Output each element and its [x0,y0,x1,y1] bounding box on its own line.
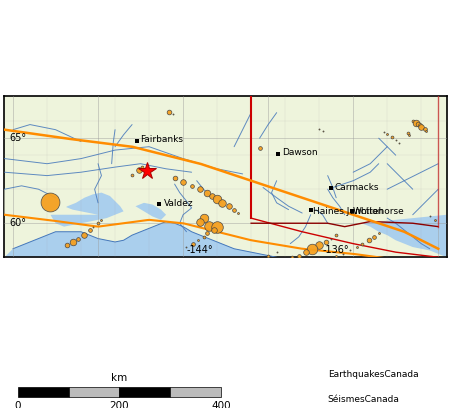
Point [230,206,238,213]
Point [81,232,88,238]
Point [208,193,216,199]
Point [180,179,187,186]
Text: SéismesCanada: SéismesCanada [328,395,400,404]
Point [200,215,207,222]
Point [139,164,146,171]
Point [416,122,423,129]
Point [327,235,335,242]
Point [195,237,202,244]
Point [392,137,399,143]
Point [316,126,323,132]
Point [288,254,295,261]
Text: -144°: -144° [187,245,213,255]
Text: -136°: -136° [323,245,349,255]
Point [128,171,136,178]
Point [406,131,413,138]
Bar [119,387,170,397]
Point [234,210,241,216]
Point [431,217,438,223]
Polygon shape [362,215,447,257]
Point [319,128,326,134]
Point [316,242,323,248]
Bar [69,387,119,397]
Text: Dawson: Dawson [282,148,317,157]
Text: Whitehorse: Whitehorse [352,207,404,216]
Point [69,239,76,245]
Point [423,128,430,135]
Point [89,223,97,230]
Point [188,182,195,189]
Point [256,144,263,151]
Point [197,186,204,193]
Point [409,118,416,124]
Text: 200: 200 [110,401,129,408]
Point [346,247,353,254]
Point [214,196,221,203]
Text: 60°: 60° [9,218,26,228]
Point [86,227,93,233]
Point [200,234,207,240]
Point [264,252,272,259]
Point [94,220,101,226]
Point [404,130,411,136]
Point [365,237,372,244]
Point [203,189,211,196]
Point [166,109,173,115]
Point [203,230,211,237]
Point [375,230,382,237]
Point [64,242,71,248]
Point [339,251,347,257]
Point [389,134,396,141]
Point [322,239,330,245]
Point [183,244,190,251]
Point [426,213,433,220]
Point [333,232,340,238]
Text: Haines Jun⁠ction: Haines Jun⁠ction [313,207,383,216]
Point [421,126,428,132]
Polygon shape [4,95,447,257]
Text: EarthquakesCanada: EarthquakesCanada [328,370,418,379]
Text: Valdez: Valdez [163,199,193,208]
Bar [170,387,221,397]
Polygon shape [4,222,447,257]
Point [210,227,217,233]
Polygon shape [4,189,98,215]
Polygon shape [50,193,123,226]
Point [47,199,54,205]
Point [273,249,280,255]
Point [309,246,316,252]
Point [214,223,221,230]
Text: 400: 400 [211,401,231,408]
Point [171,175,178,182]
Text: Carmacks: Carmacks [335,182,379,191]
Point [205,222,212,229]
Point [358,240,365,247]
Point [414,120,422,127]
Bar [18,387,69,397]
Point [353,244,360,251]
Point [333,252,340,259]
Point [225,203,233,209]
Point [383,131,391,138]
Point [295,252,302,259]
Text: 65°: 65° [9,133,27,143]
Point [135,166,142,173]
Point [413,120,420,126]
Point [418,124,425,131]
Point [169,111,176,117]
Point [219,200,226,206]
Point [190,240,197,247]
Point [380,129,387,135]
Point [197,218,204,225]
Point [98,217,105,223]
Point [396,140,403,146]
Text: km: km [111,373,128,383]
Text: 0: 0 [15,401,21,408]
Point [302,249,309,255]
Text: Fairbanks: Fairbanks [141,135,184,144]
Point [370,234,377,240]
Point [74,235,81,242]
Polygon shape [136,203,166,220]
